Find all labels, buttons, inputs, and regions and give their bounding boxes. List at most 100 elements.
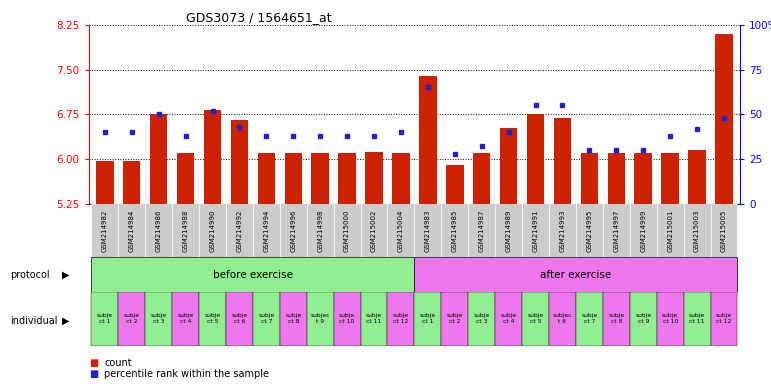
Text: GSM214984: GSM214984: [129, 209, 135, 252]
Bar: [603, 292, 630, 346]
Text: subje
ct 4: subje ct 4: [500, 313, 517, 324]
Bar: [226, 292, 253, 346]
Text: subje
ct 11: subje ct 11: [366, 313, 382, 324]
Bar: [684, 292, 711, 346]
Text: GSM214995: GSM214995: [587, 209, 592, 252]
Text: subje
ct 8: subje ct 8: [285, 313, 301, 324]
Text: GSM215001: GSM215001: [667, 209, 673, 252]
Bar: [554, 118, 571, 204]
Bar: [96, 161, 113, 204]
Bar: [307, 292, 334, 346]
Text: subje
ct 2: subje ct 2: [446, 313, 463, 324]
Bar: [361, 292, 388, 346]
Text: subje
ct 3: subje ct 3: [150, 313, 167, 324]
Bar: [419, 76, 436, 204]
Bar: [549, 204, 576, 257]
Bar: [172, 292, 199, 346]
Text: subje
ct 9: subje ct 9: [635, 313, 651, 324]
Bar: [365, 152, 382, 204]
Text: count: count: [104, 358, 132, 368]
Bar: [415, 257, 738, 292]
Text: subje
ct 7: subje ct 7: [581, 313, 598, 324]
Bar: [446, 165, 463, 204]
Bar: [441, 292, 468, 346]
Bar: [522, 204, 549, 257]
Bar: [468, 292, 495, 346]
Text: GSM214990: GSM214990: [210, 209, 216, 252]
Bar: [253, 204, 280, 257]
Text: subje
ct 10: subje ct 10: [339, 313, 355, 324]
Bar: [581, 153, 598, 204]
Text: subje
ct 4: subje ct 4: [177, 313, 194, 324]
Text: percentile rank within the sample: percentile rank within the sample: [104, 369, 269, 379]
Bar: [684, 204, 711, 257]
Bar: [662, 153, 679, 204]
Bar: [495, 292, 522, 346]
Text: subje
ct 5: subje ct 5: [204, 313, 221, 324]
Text: subjec
t 9: subjec t 9: [311, 313, 330, 324]
Bar: [280, 292, 307, 346]
Text: subje
ct 7: subje ct 7: [258, 313, 274, 324]
Bar: [118, 204, 145, 257]
Bar: [392, 153, 409, 204]
Text: subje
ct 3: subje ct 3: [473, 313, 490, 324]
Text: GSM214999: GSM214999: [640, 209, 646, 252]
Text: ▶: ▶: [62, 270, 69, 280]
Bar: [334, 292, 361, 346]
Bar: [657, 292, 684, 346]
Bar: [361, 204, 388, 257]
Text: GSM215003: GSM215003: [694, 209, 700, 252]
Bar: [145, 204, 172, 257]
Text: GSM215005: GSM215005: [721, 209, 727, 252]
Bar: [608, 153, 625, 204]
Bar: [441, 204, 468, 257]
Text: GSM214997: GSM214997: [613, 209, 619, 252]
Text: GSM214988: GSM214988: [183, 209, 189, 252]
Text: subje
ct 12: subje ct 12: [393, 313, 409, 324]
Text: GSM214993: GSM214993: [560, 209, 565, 252]
Bar: [630, 204, 657, 257]
Bar: [468, 204, 495, 257]
Text: GSM214991: GSM214991: [533, 209, 539, 252]
Text: subjec
t 6: subjec t 6: [553, 313, 572, 324]
Text: subje
ct 1: subje ct 1: [420, 313, 436, 324]
Bar: [338, 153, 356, 204]
Bar: [473, 153, 490, 204]
Bar: [258, 153, 275, 204]
Bar: [527, 114, 544, 204]
Text: GSM215002: GSM215002: [371, 209, 377, 252]
Bar: [150, 114, 167, 204]
Bar: [715, 34, 732, 204]
Bar: [495, 204, 522, 257]
Bar: [630, 292, 657, 346]
Bar: [500, 128, 517, 204]
Bar: [307, 204, 334, 257]
Bar: [311, 153, 329, 204]
Bar: [253, 292, 280, 346]
Bar: [280, 204, 307, 257]
Text: subje
ct 8: subje ct 8: [608, 313, 625, 324]
Bar: [334, 204, 361, 257]
Text: ■: ■: [89, 369, 98, 379]
Text: before exercise: before exercise: [213, 270, 293, 280]
Text: individual: individual: [10, 316, 58, 326]
Text: GSM214985: GSM214985: [452, 209, 458, 252]
Text: GSM214998: GSM214998: [317, 209, 323, 252]
Text: subje
ct 6: subje ct 6: [231, 313, 247, 324]
Bar: [91, 292, 118, 346]
Text: subje
ct 11: subje ct 11: [689, 313, 705, 324]
Bar: [204, 110, 221, 204]
Bar: [711, 292, 738, 346]
Bar: [172, 204, 199, 257]
Text: GSM214986: GSM214986: [156, 209, 162, 252]
Text: GDS3073 / 1564651_at: GDS3073 / 1564651_at: [187, 11, 332, 24]
Bar: [91, 257, 415, 292]
Bar: [657, 204, 684, 257]
Text: subje
ct 10: subje ct 10: [662, 313, 678, 324]
Bar: [522, 292, 549, 346]
Text: GSM214992: GSM214992: [237, 209, 242, 252]
Text: GSM215000: GSM215000: [344, 209, 350, 252]
Bar: [689, 150, 705, 204]
Bar: [118, 292, 145, 346]
Text: subje
ct 12: subje ct 12: [716, 313, 732, 324]
